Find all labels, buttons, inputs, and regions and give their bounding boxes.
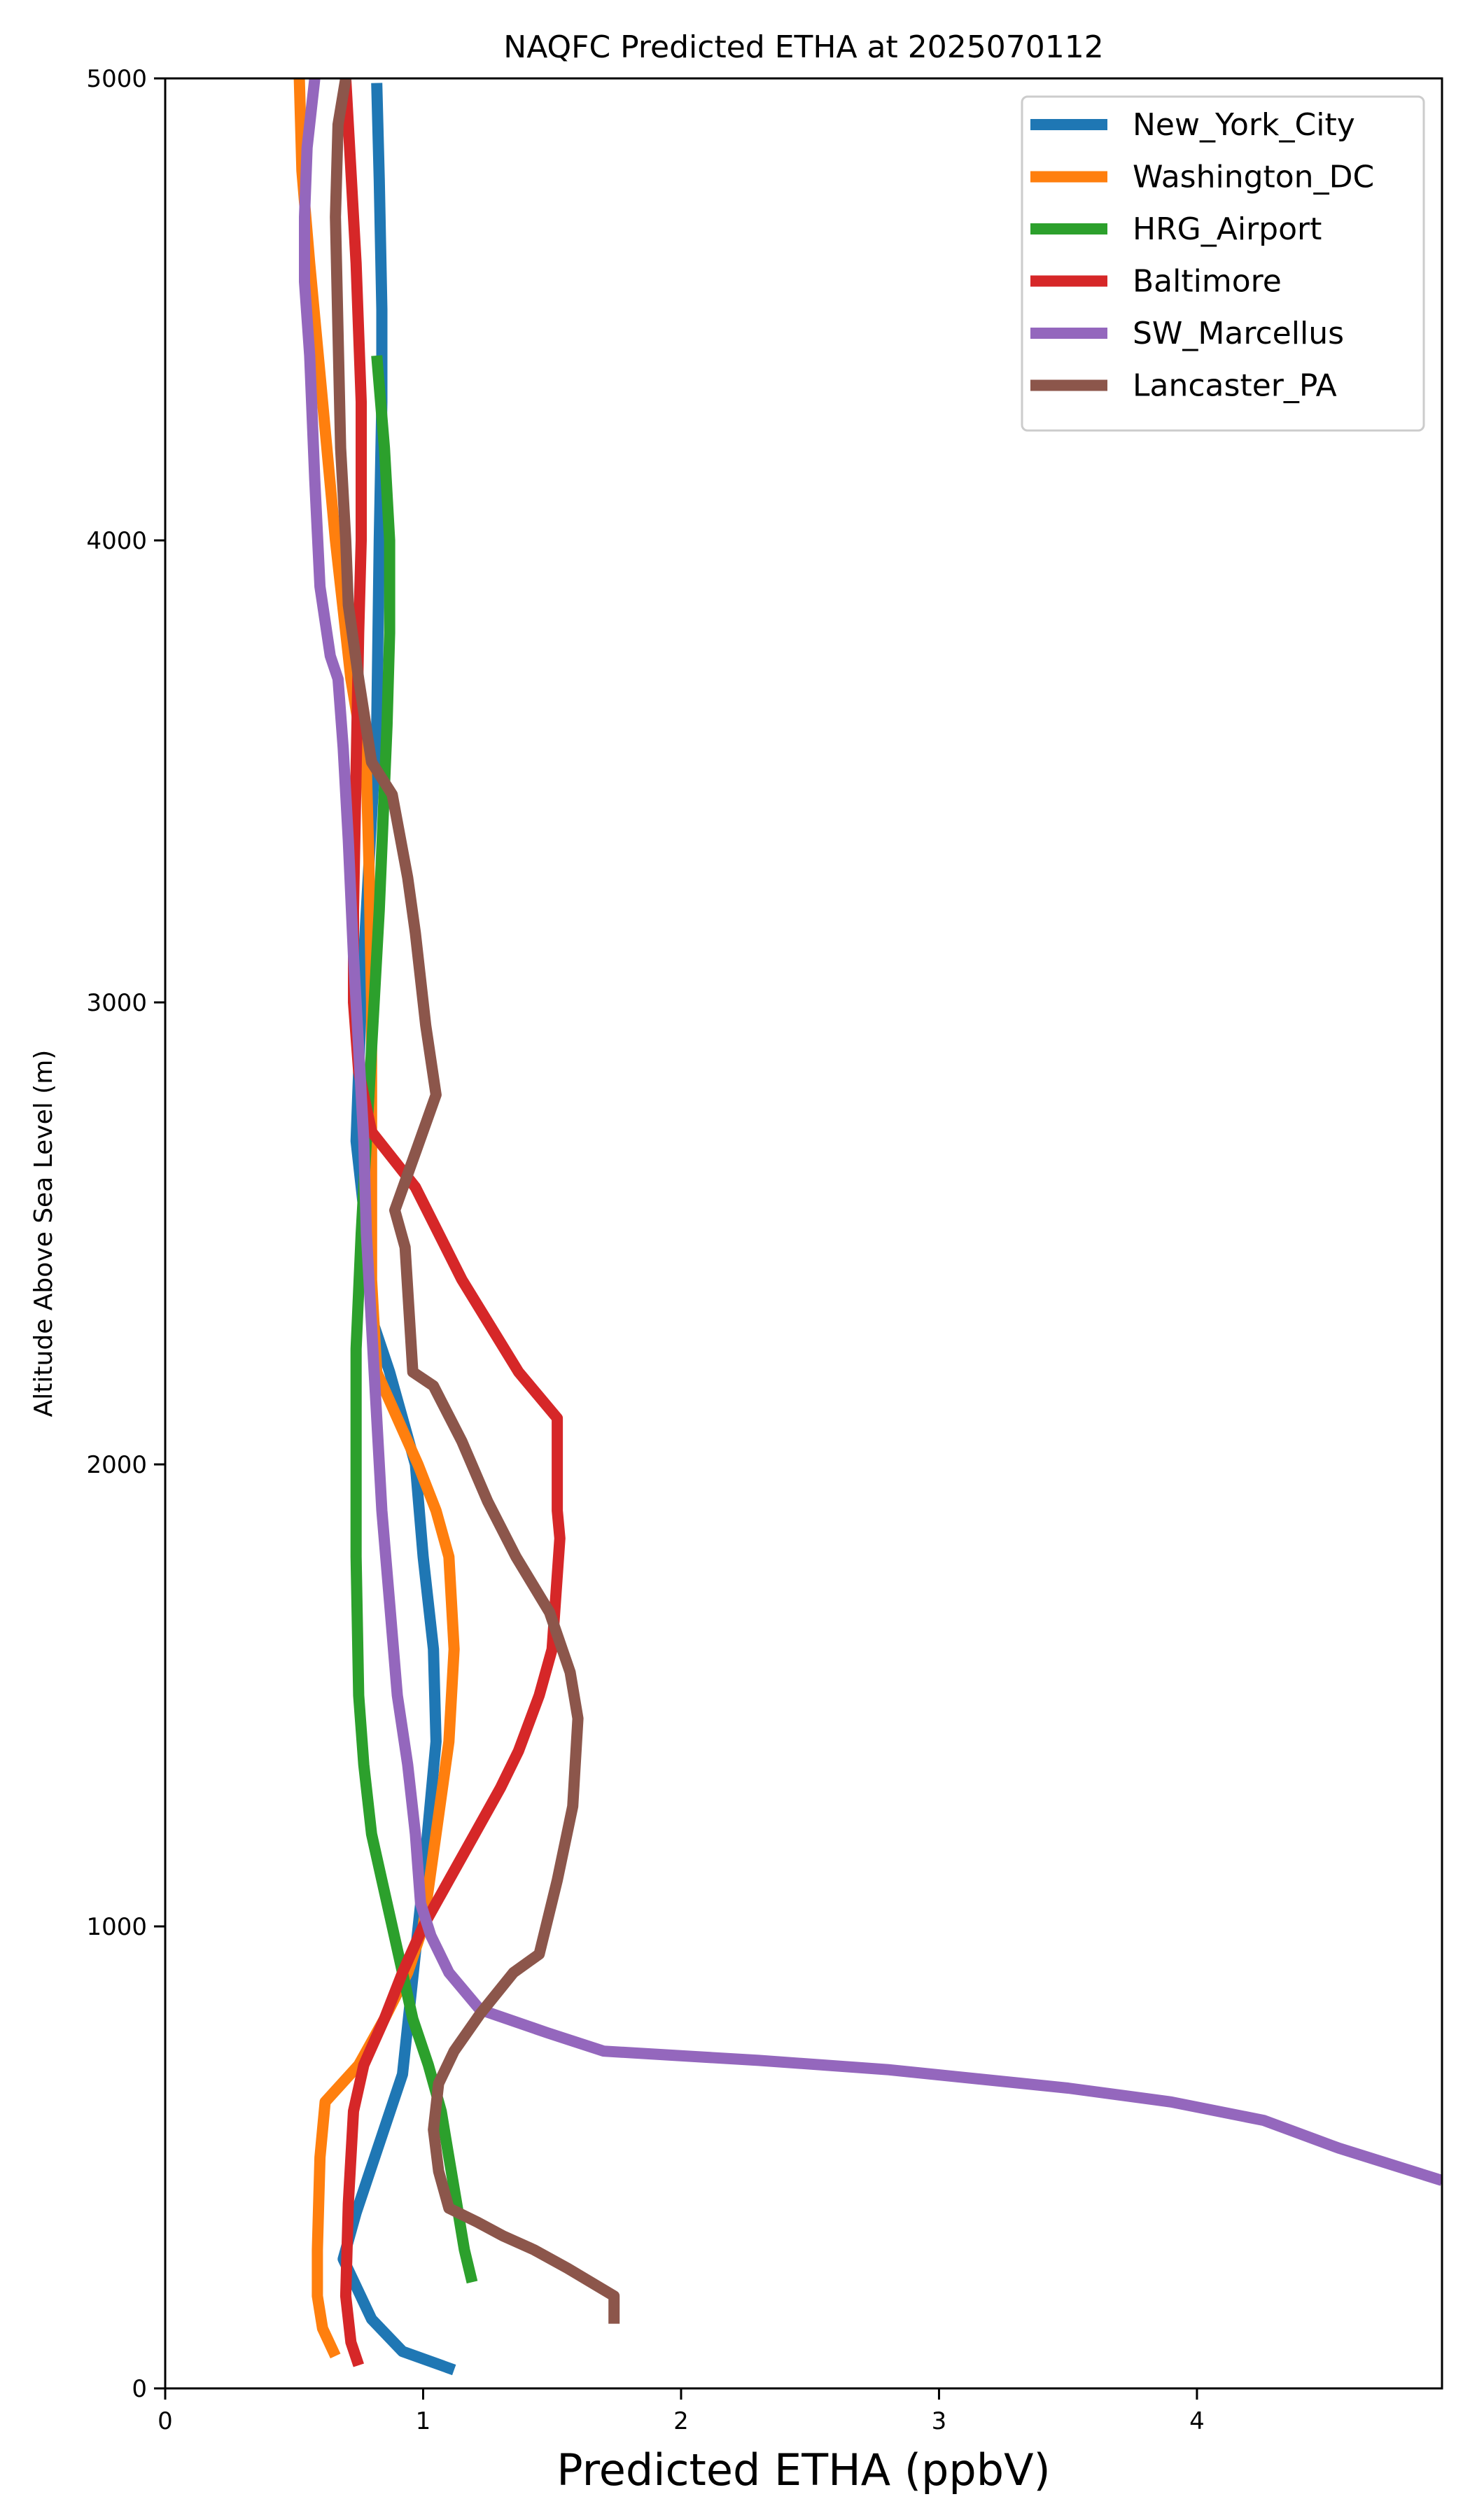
series-line-hrg-airport [350,355,478,2284]
series-layer [293,78,1442,2376]
x-tick-label: 1 [416,2407,431,2435]
x-axis: 0 1 2 3 4 [158,2388,1205,2435]
series-line-lancaster-pa [330,78,620,2324]
y-tick-label: 0 [132,2375,147,2403]
x-tick-label: 4 [1189,2407,1205,2435]
series-line-sw-marcellus [299,78,1442,2186]
legend-box [1021,95,1425,432]
x-tick-label: 0 [158,2407,173,2435]
y-tick-label: 4000 [86,527,147,555]
series-line-washington-dc [293,78,460,2359]
x-tick-label: 3 [932,2407,947,2435]
legend-label: Baltimore [1133,264,1282,300]
legend: New_York_City Washington_DC HRG_Airport Bal… [1021,95,1425,432]
legend-label: HRG_Airport [1133,211,1322,247]
x-axis-label: Predicted ETHA (ppbV) [556,2444,1050,2496]
y-axis-label: Altitude Above Sea Level (m) [29,1050,58,1418]
x-tick-label: 2 [673,2407,689,2435]
y-tick-label: 5000 [86,65,147,93]
legend-label: Washington_DC [1133,160,1374,195]
chart-title: NAQFC Predicted ETHA at 2025070112 [503,29,1103,65]
y-tick-label: 3000 [86,989,147,1017]
y-axis: 0 1000 2000 3000 4000 5000 [86,65,165,2403]
y-tick-label: 2000 [86,1451,147,1479]
legend-label: Lancaster_PA [1133,368,1337,404]
legend-label: SW_Marcellus [1133,316,1344,351]
plot-frame [164,77,1443,2390]
y-tick-label: 1000 [86,1913,147,1941]
legend-label: New_York_City [1133,107,1355,143]
